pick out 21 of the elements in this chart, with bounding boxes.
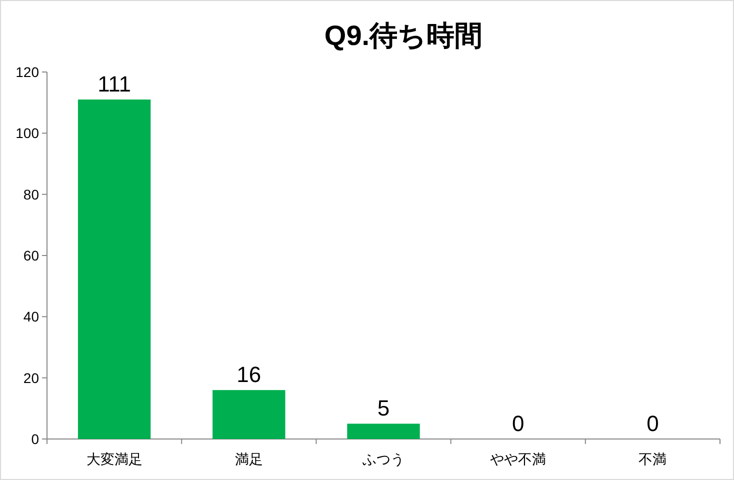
bar	[78, 100, 151, 439]
x-tick-label: 満足	[234, 451, 263, 467]
x-tick-label: ふつう	[362, 451, 404, 467]
data-label: 0	[646, 411, 659, 436]
y-tick-label: 80	[23, 186, 40, 202]
bar	[347, 424, 420, 439]
y-tick-label: 120	[16, 64, 40, 80]
y-tick-label: 100	[16, 125, 40, 142]
data-label: 16	[236, 362, 262, 388]
bar	[212, 390, 286, 439]
x-tick-label: 不満	[638, 451, 667, 467]
y-tick-label: 20	[23, 370, 40, 386]
data-label: 111	[98, 72, 132, 97]
y-tick-label: 0	[31, 431, 40, 447]
chart-title: Q9.待ち時間	[324, 20, 483, 51]
x-tick-label: 大変満足	[86, 451, 142, 467]
y-tick-label: 60	[23, 248, 40, 264]
y-tick-label: 40	[23, 308, 40, 325]
x-tick-label: やや不満	[490, 451, 546, 467]
data-label: 5	[377, 396, 390, 421]
data-label: 0	[512, 411, 524, 436]
